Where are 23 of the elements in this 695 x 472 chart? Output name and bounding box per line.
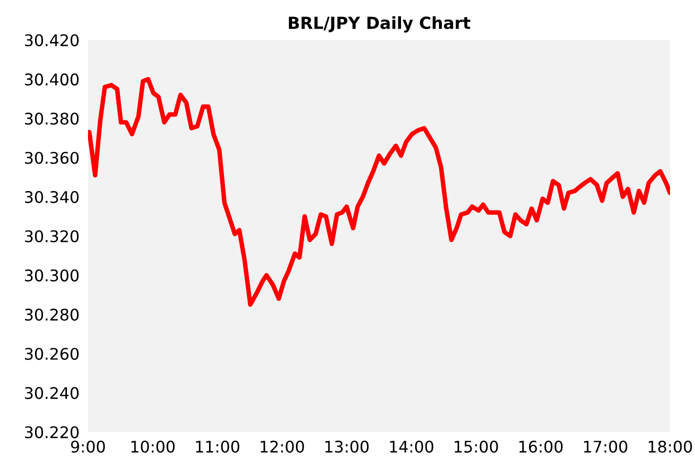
y-tick-label: 30.240 [24,387,79,400]
y-tick-label: 30.320 [24,230,79,242]
y-tick-label: 30.280 [24,308,79,321]
y-tick-label: 30.300 [24,269,79,282]
y-tick-label: 30.220 [24,426,79,438]
x-tick-label: 17:00 [584,440,628,453]
chart-title: BRL/JPY Daily Chart [288,16,470,32]
y-tick-label: 30.380 [24,112,79,125]
y-tick-label: 30.400 [24,73,79,86]
x-tick-label: 9:00 [71,440,105,453]
x-tick-label: 13:00 [325,440,369,453]
y-tick-label: 30.360 [24,152,79,164]
x-tick-label: 11:00 [196,440,240,453]
y-tick-label: 30.260 [24,348,79,360]
y-tick-label: 30.340 [24,191,79,204]
x-tick-label: 18:00 [648,440,692,453]
y-tick-label: 30.420 [24,34,79,46]
x-tick-label: 10:00 [131,440,175,453]
x-tick-label: 16:00 [519,440,563,453]
x-tick-label: 15:00 [454,440,498,453]
line-series [88,76,670,307]
x-tick-label: 12:00 [260,440,304,453]
x-tick-label: 14:00 [390,440,434,453]
